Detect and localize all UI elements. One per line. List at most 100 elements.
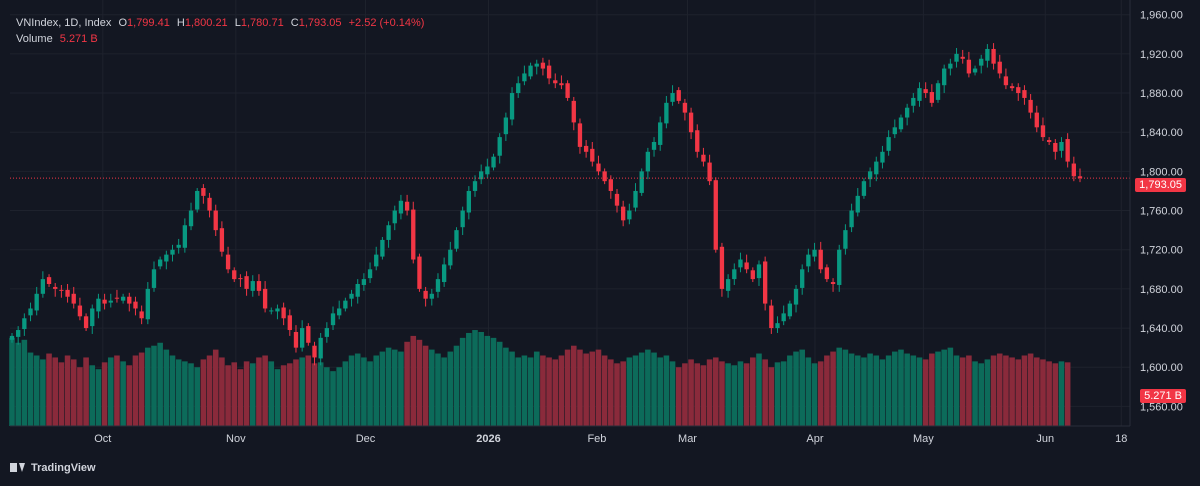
candle-body: [596, 163, 601, 172]
candle-body: [942, 68, 947, 86]
candle-body: [991, 48, 996, 64]
volume-bar: [972, 361, 978, 426]
volume-bar: [416, 339, 423, 426]
price-tick-label: 1,920.00: [1140, 49, 1183, 61]
candle-body: [275, 308, 280, 312]
last-price-tag: 1,793.05: [1135, 178, 1186, 192]
volume-bar: [70, 359, 77, 426]
candle-body: [553, 80, 558, 84]
volume-bar: [472, 330, 478, 426]
volume-bar: [1040, 359, 1046, 426]
candle-body: [120, 296, 126, 301]
volume-bar: [225, 365, 231, 426]
candle-body: [1071, 163, 1076, 177]
candle-body: [534, 63, 539, 67]
volume-bar: [601, 355, 608, 426]
volume-bar: [1046, 361, 1052, 426]
volume-bar: [77, 367, 83, 426]
ohlc-row: VNIndex, 1D, Index O1,799.41 H1,800.21 L…: [16, 17, 425, 29]
volume-bar: [990, 355, 997, 426]
candle-body: [1022, 90, 1027, 98]
candle-body: [386, 225, 391, 240]
volume-bar: [848, 353, 855, 426]
candle-body: [83, 316, 89, 329]
volume-bar: [237, 369, 244, 426]
symbol-label[interactable]: VNIndex, 1D, Index: [16, 17, 112, 29]
close-value: 1,793.05: [298, 17, 342, 29]
candle-body: [398, 200, 404, 214]
candle-body: [435, 279, 441, 292]
volume-bar: [33, 355, 40, 426]
volume-bar: [175, 359, 182, 426]
volume-bar: [935, 351, 941, 426]
volume-bar: [830, 351, 836, 426]
candle-body: [225, 254, 231, 270]
volume-bar: [669, 361, 676, 426]
candle-body: [732, 269, 737, 280]
candle-body: [232, 270, 237, 280]
candle-body: [466, 190, 471, 213]
volume-bar: [805, 357, 812, 426]
candle-body: [59, 289, 64, 291]
volume-bar: [966, 355, 972, 426]
candle-body: [182, 225, 188, 248]
candle-body: [762, 261, 768, 304]
tradingview-branding[interactable]: TradingView: [10, 462, 96, 474]
candle-body: [744, 262, 749, 270]
volume-bar: [138, 352, 145, 426]
candle-body: [898, 117, 904, 130]
candle-body: [102, 299, 107, 304]
volume-bar: [1064, 362, 1071, 426]
volume-label[interactable]: Volume: [16, 33, 53, 45]
candle-body: [781, 313, 786, 322]
volume-bar: [441, 357, 447, 426]
volume-bar: [83, 357, 89, 426]
volume-bar: [595, 349, 602, 426]
candle-body: [651, 142, 657, 150]
candle-body: [40, 279, 46, 294]
volume-bar: [27, 352, 34, 426]
volume-bar: [638, 352, 645, 426]
volume-bar: [410, 335, 417, 426]
volume-bar: [459, 337, 466, 426]
candle-body: [565, 83, 570, 98]
volume-bar: [348, 355, 355, 426]
volume-value: 5.271 B: [59, 33, 98, 45]
candle-body: [756, 264, 762, 279]
price-tick-label: 1,600.00: [1140, 362, 1183, 374]
volume-bar: [879, 359, 886, 426]
volume-bar: [342, 361, 349, 426]
volume-bar: [163, 349, 170, 426]
candle-body: [28, 308, 33, 316]
volume-bar: [212, 349, 219, 426]
low-value: 1,780.71: [240, 17, 284, 29]
volume-bar: [231, 362, 238, 426]
volume-bar: [996, 353, 1003, 426]
volume-bar: [422, 345, 429, 426]
volume-bar: [978, 363, 985, 426]
volume-bar: [1052, 363, 1059, 426]
open-value: 1,799.41: [127, 17, 170, 29]
candle-body: [639, 171, 644, 193]
candle-body: [77, 305, 83, 317]
candle-body: [775, 323, 780, 329]
volume-bar: [836, 347, 843, 426]
volume-bar: [540, 355, 546, 426]
candle-body: [281, 307, 286, 319]
candles: [9, 43, 1083, 366]
candle-body: [645, 151, 651, 172]
volume-bar: [817, 361, 824, 426]
candle-body: [954, 53, 959, 62]
candle-body: [540, 62, 546, 69]
volume-row: Volume 5.271 B: [16, 31, 424, 47]
candle-body: [213, 210, 218, 231]
volume-bar: [984, 359, 991, 426]
volume-bar: [577, 349, 583, 426]
volume-bar: [756, 353, 762, 426]
candle-body: [886, 137, 891, 151]
time-tick-label: Jun: [1036, 433, 1054, 445]
candle-body: [830, 282, 836, 284]
volume-bar: [157, 342, 163, 426]
